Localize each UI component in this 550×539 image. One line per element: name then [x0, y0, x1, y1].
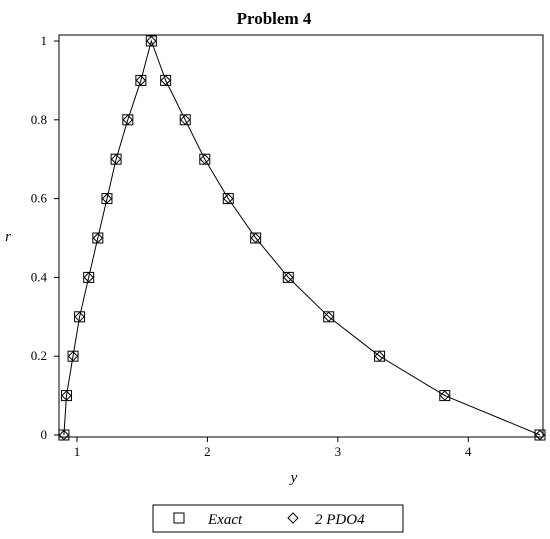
series-exact — [58, 35, 546, 441]
pdo4-point — [101, 193, 113, 204]
chart-title: Problem 4 — [237, 9, 312, 28]
y-tick-label: 1 — [41, 33, 48, 48]
pdo4-point — [74, 311, 85, 323]
pdo4-point — [223, 193, 234, 204]
pdo4-point — [146, 35, 157, 47]
pdo4-point — [439, 390, 450, 401]
fitted-curve — [63, 39, 541, 436]
pdo4-point — [58, 429, 70, 441]
pdo4-point — [61, 390, 72, 401]
x-axis-label: y — [289, 470, 298, 486]
y-tick-label: 0.4 — [31, 269, 48, 284]
x-tick-label: 4 — [465, 444, 472, 459]
pdo4-point — [67, 350, 79, 362]
pdo4-point — [180, 114, 191, 126]
pdo4-point — [160, 75, 171, 86]
pdo4-point — [534, 429, 546, 441]
plot-frame — [58, 34, 544, 438]
x-tick-label: 3 — [335, 444, 342, 459]
pdo4-point — [374, 350, 385, 362]
x-tick-label: 2 — [204, 444, 211, 459]
legend: Exact 2 PDO4 — [152, 504, 404, 533]
legend-box — [152, 504, 404, 533]
pdo4-point — [283, 272, 294, 283]
pdo4-point — [83, 272, 94, 283]
y-axis-label: r — [5, 229, 11, 245]
series-2-pdo4 — [58, 35, 546, 441]
legend-diamond-icon — [287, 512, 299, 524]
pdo4-point — [250, 232, 261, 244]
legend-label-2-pdo4: 2 PDO4 — [315, 512, 365, 528]
legend-label-exact: Exact — [207, 512, 243, 528]
pdo4-point — [135, 75, 147, 86]
legend-square-icon — [173, 512, 185, 524]
pdo4-point — [92, 232, 104, 244]
pdo4-point — [122, 114, 134, 126]
y-axis: 0 0.2 0.4 0.6 0.8 1 — [31, 33, 59, 442]
y-tick-label: 0.6 — [31, 191, 48, 206]
y-tick-label: 0.2 — [31, 348, 47, 363]
x-axis: 1 2 3 4 — [74, 437, 472, 459]
pdo4-point — [110, 153, 122, 165]
x-tick-label: 1 — [74, 444, 81, 459]
y-tick-label: 0.8 — [31, 112, 47, 127]
pdo4-point — [199, 153, 210, 165]
y-tick-label: 0 — [41, 427, 48, 442]
pdo4-point — [323, 311, 334, 323]
